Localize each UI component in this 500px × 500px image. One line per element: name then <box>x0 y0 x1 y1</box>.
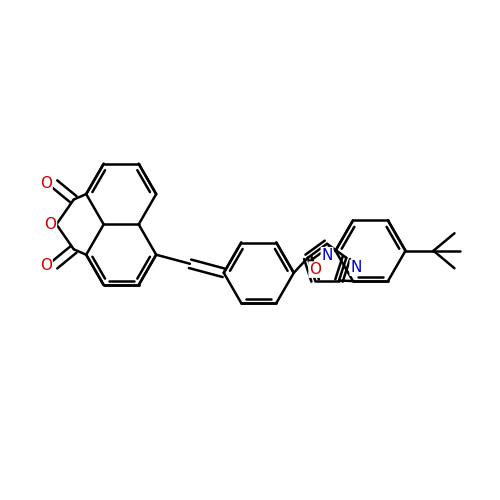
Text: O: O <box>40 258 52 272</box>
Text: N: N <box>350 260 362 275</box>
Text: O: O <box>44 217 56 232</box>
Text: N: N <box>322 248 332 262</box>
Text: O: O <box>40 176 52 192</box>
Text: O: O <box>309 262 321 277</box>
